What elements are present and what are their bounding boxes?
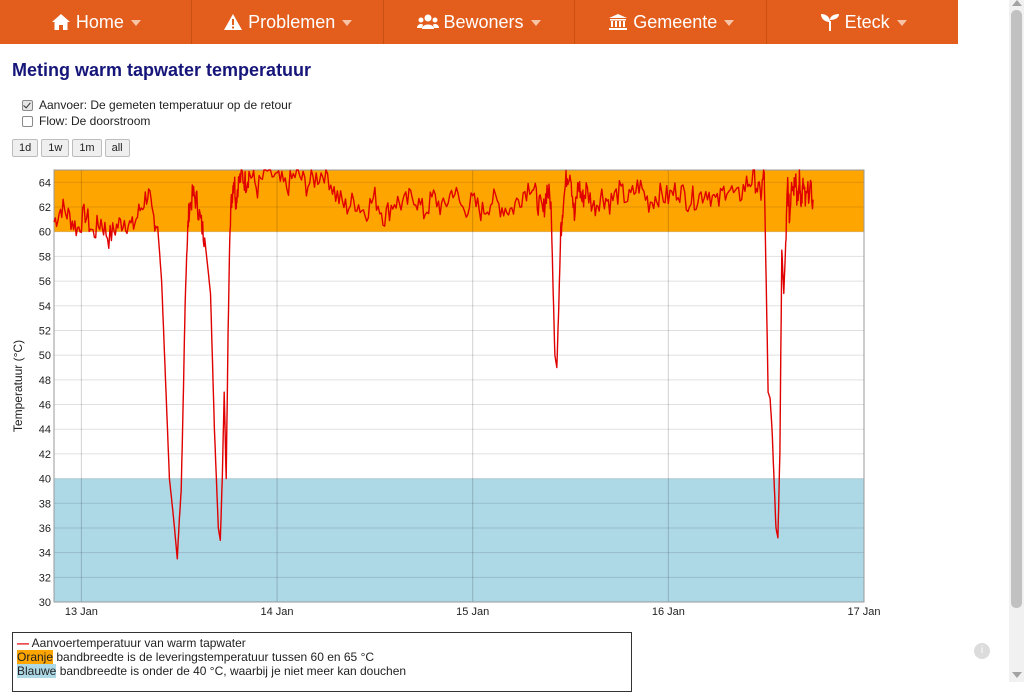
series-line-0 (53, 169, 814, 560)
legend-orange-text: bandbreedte is de leveringstemperatuur t… (53, 650, 375, 664)
legend-orange: Oranje bandbreedte is de leveringstemper… (17, 650, 627, 664)
nav-eteck-label: Eteck (844, 11, 890, 32)
temperature-chart: 30 32 34 36 38 40 42 44 46 48 50 52 54 56 58 60 62 64 13 J… (11, 169, 881, 618)
y-tick-label: 44 (39, 424, 51, 436)
nav-problemen[interactable]: Problemen (192, 0, 384, 44)
chart-legend: — Aanvoertemperatuur van warm tapwater O… (12, 632, 632, 692)
option-aanvoer[interactable]: Aanvoer: De gemeten temperatuur op de re… (22, 98, 292, 112)
x-tick-label: 14 Jan (261, 606, 294, 618)
flow-label: Flow: De doorstroom (39, 114, 151, 128)
plot-frame (53, 169, 865, 603)
y-tick-label: 52 (39, 325, 51, 337)
y-tick-label: 54 (39, 301, 51, 313)
nav-eteck[interactable]: Eteck (767, 0, 958, 44)
legend-orange-word: Oranje (17, 650, 54, 664)
y-axis-label: Temperatuur (°C) (11, 340, 25, 432)
y-tick-label: 38 (39, 498, 51, 510)
y-tick-label: 40 (39, 474, 51, 486)
x-tick-label: 15 Jan (456, 606, 489, 618)
chevron-down-icon (130, 20, 141, 26)
y-tick-label: 56 (39, 276, 51, 288)
nav-gemeente[interactable]: Gemeente (575, 0, 768, 44)
legend-series: — Aanvoertemperatuur van warm tapwater (17, 636, 627, 650)
chevron-down-icon (724, 20, 735, 26)
scroll-down-arrow-icon[interactable] (1012, 672, 1022, 678)
aanvoer-label: Aanvoer: De gemeten temperatuur op de re… (39, 98, 292, 112)
y-tick-label: 48 (39, 375, 51, 387)
scroll-up-arrow-icon[interactable] (1012, 0, 1022, 6)
chevron-down-icon (342, 20, 353, 26)
y-tick-label: 46 (39, 400, 51, 412)
y-tick-label: 50 (39, 350, 51, 362)
y-tick-label: 30 (39, 597, 51, 609)
nav-bewoners[interactable]: Bewoners (384, 0, 576, 44)
range-1m-button[interactable]: 1m (72, 139, 102, 157)
y-tick-label: 34 (39, 548, 51, 560)
legend-blue-word: Blauwe (17, 664, 57, 678)
series-line-icon: — (17, 636, 29, 650)
top-navbar: Home Problemen Bewoners Gemeente Eteck (0, 0, 958, 44)
warning-icon (222, 13, 244, 31)
band-1 (54, 478, 864, 602)
nav-home-label: Home (75, 11, 124, 32)
chevron-down-icon (530, 20, 541, 26)
legend-blue-text: bandbreedte is onder de 40 °C, waarbij j… (56, 664, 407, 678)
range-1w-button[interactable]: 1w (41, 139, 70, 157)
y-tick-label: 62 (39, 202, 51, 214)
range-selector: 1d 1w 1m all (12, 139, 130, 157)
aanvoer-checkbox[interactable] (22, 99, 33, 111)
range-1d-button[interactable]: 1d (12, 139, 39, 157)
x-tick-label: 17 Jan (847, 606, 880, 618)
scrollbar-thumb[interactable] (1011, 10, 1022, 608)
y-tick-label: 32 (39, 572, 51, 584)
x-tick-label: 16 Jan (652, 606, 685, 618)
page-title: Meting warm tapwater temperatuur (12, 60, 312, 80)
flow-checkbox[interactable] (22, 115, 33, 127)
users-icon (417, 13, 440, 31)
seedling-icon (819, 13, 841, 31)
info-icon[interactable]: i (974, 643, 990, 659)
legend-series-label: Aanvoertemperatuur van warm tapwater (31, 636, 246, 650)
y-tick-label: 64 (39, 177, 51, 189)
nav-bewoners-label: Bewoners (443, 11, 524, 32)
bank-icon (607, 13, 629, 31)
legend-blue: Blauwe bandbreedte is onder de 40 °C, wa… (17, 664, 627, 678)
nav-home[interactable]: Home (0, 0, 192, 44)
range-all-button[interactable]: all (104, 139, 130, 157)
y-tick-label: 42 (39, 449, 51, 461)
chevron-down-icon (896, 20, 907, 26)
nav-gemeente-label: Gemeente (633, 11, 718, 32)
x-tick-label: 13 Jan (65, 606, 98, 618)
y-tick-label: 58 (39, 251, 51, 263)
nav-problemen-label: Problemen (248, 11, 336, 32)
home-icon (50, 13, 72, 31)
option-flow[interactable]: Flow: De doorstroom (22, 114, 150, 128)
y-tick-label: 60 (39, 227, 51, 239)
y-tick-label: 36 (39, 523, 51, 535)
